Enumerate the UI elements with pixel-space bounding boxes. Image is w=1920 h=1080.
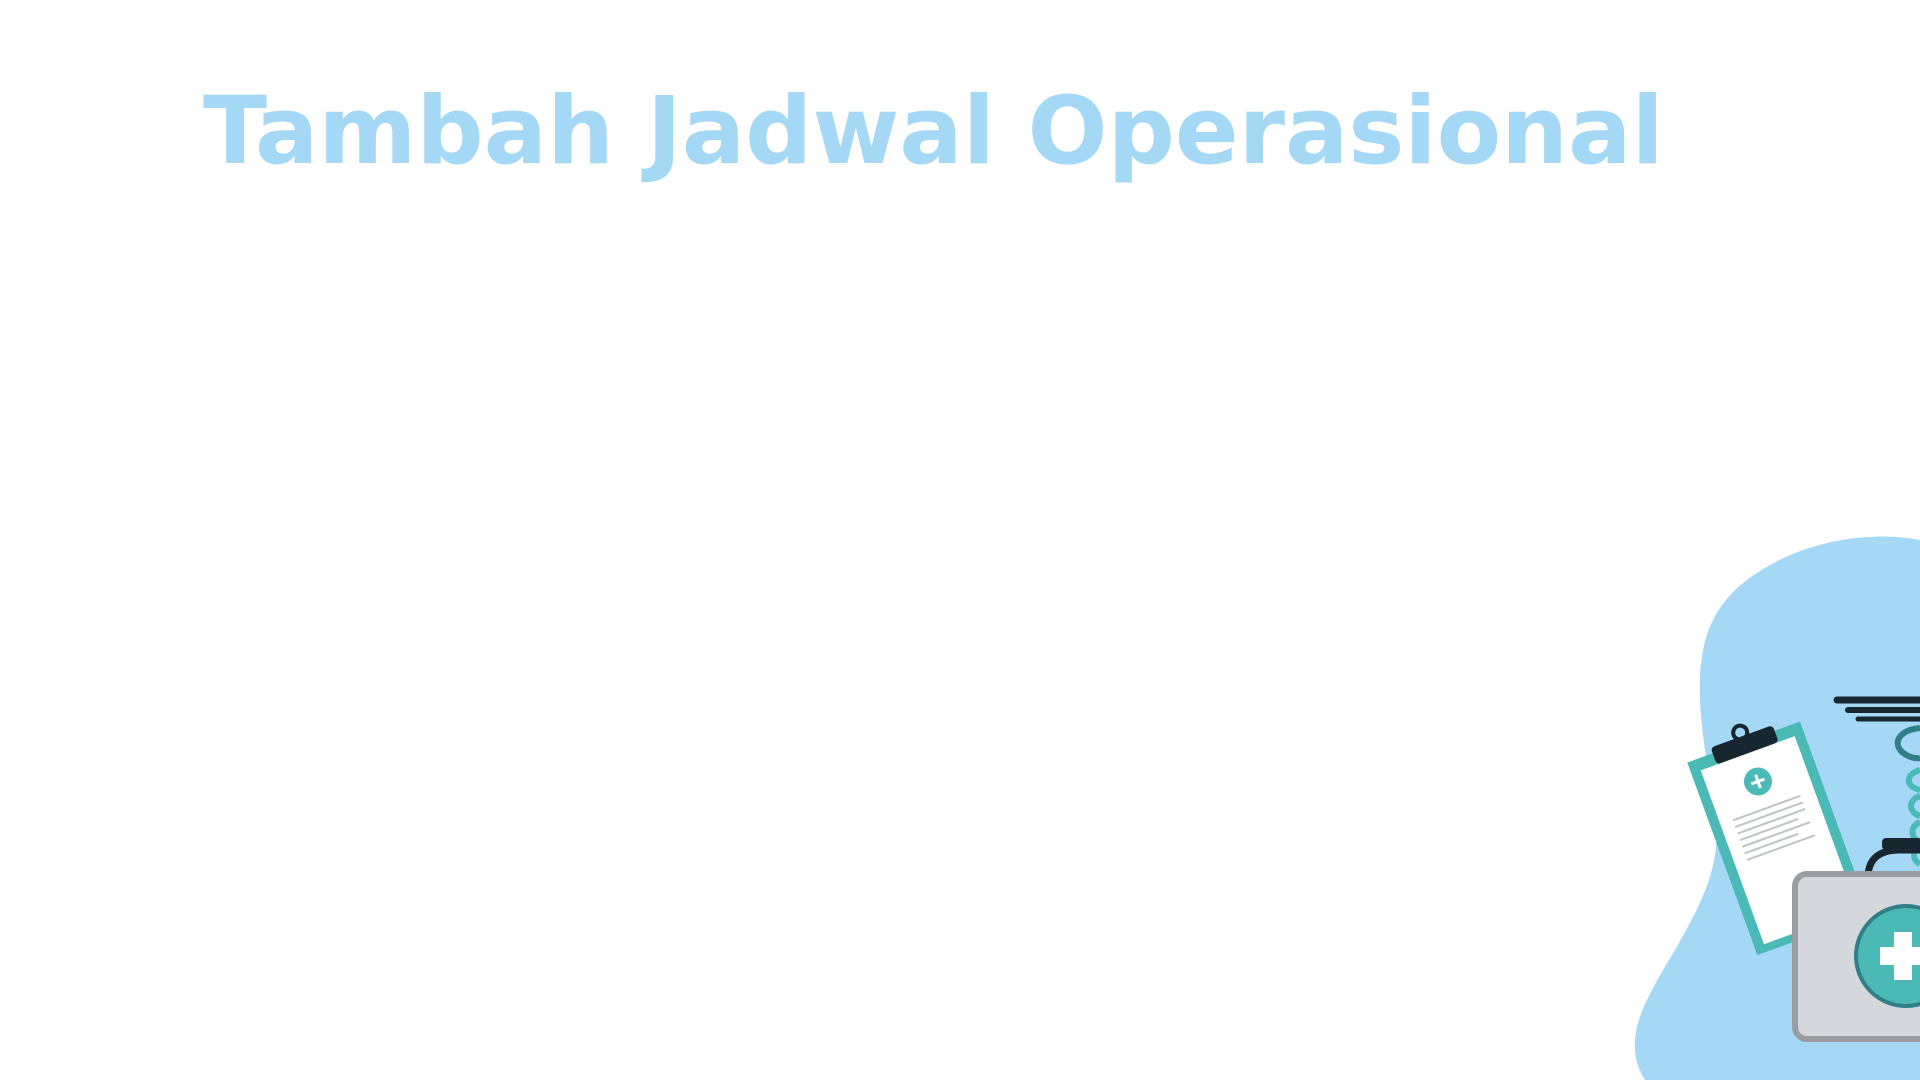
first-aid-kit-icon xyxy=(1792,838,1920,1042)
page-title: Tambah Jadwal Operasional xyxy=(203,77,1664,186)
medical-illustration xyxy=(1620,520,1920,1080)
caduceus-icon xyxy=(1833,696,1920,867)
